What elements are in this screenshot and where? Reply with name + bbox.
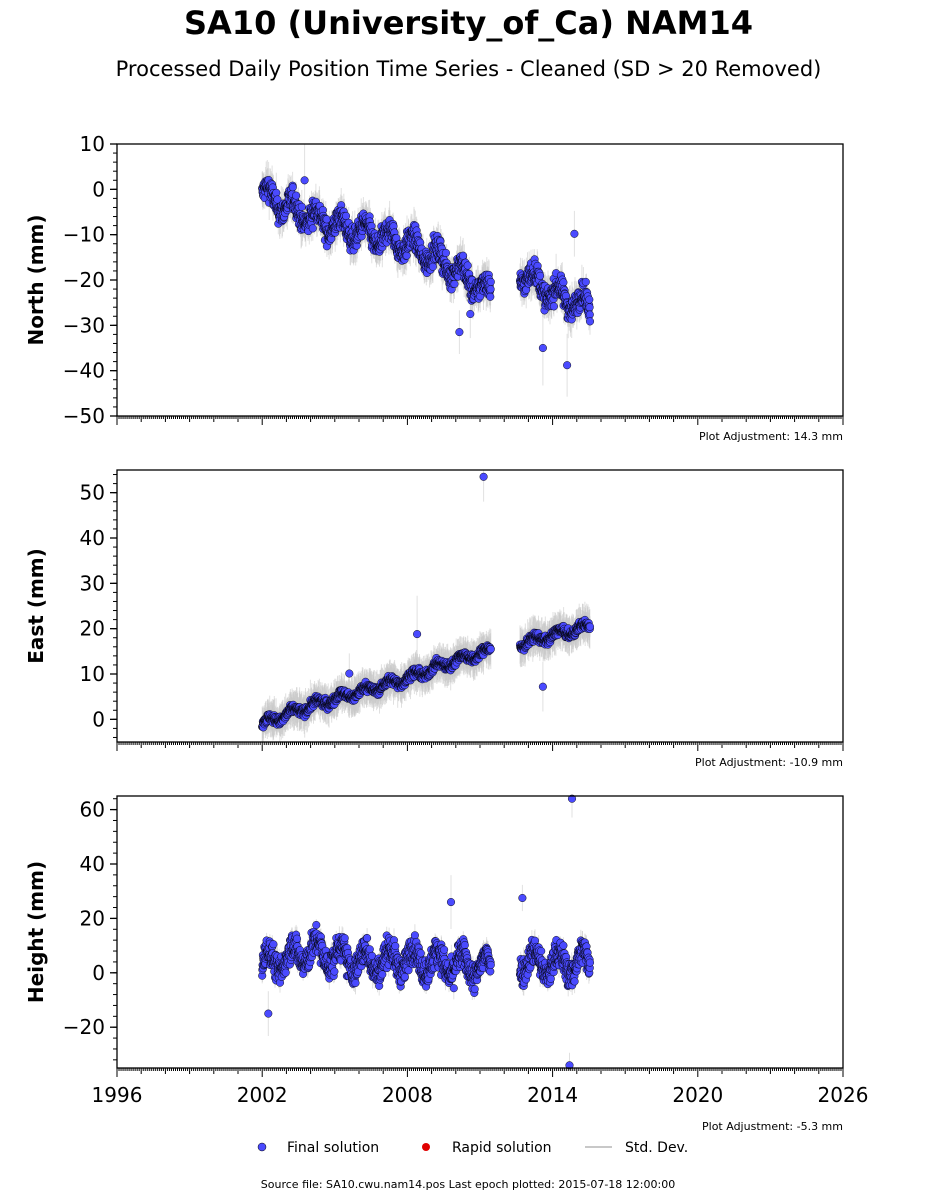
plot-adjustment-note: Plot Adjustment: 14.3 mm (699, 430, 843, 443)
panels-group: 10 0 −10 −20 −30 −40 −50 North (mm) Plot Adjustm… (24, 132, 868, 1133)
y-tick-label: −10 (63, 223, 105, 247)
y-axis-label: North (mm) (24, 214, 48, 345)
data-point (585, 317, 595, 326)
chart-title: SA10 (University_of_Ca) NAM14 (183, 4, 754, 42)
data-point (455, 328, 464, 337)
data-point (549, 302, 558, 311)
data-point (292, 191, 301, 200)
data-point (585, 295, 594, 304)
data-point (463, 261, 472, 270)
data-point (581, 277, 590, 286)
y-tick-label: 10 (80, 132, 105, 156)
y-tick-label: −50 (63, 404, 105, 428)
chart-subtitle: Processed Daily Position Time Series - C… (115, 57, 822, 81)
y-tick-label: −20 (63, 268, 105, 292)
data-point (466, 309, 475, 319)
data-point (341, 211, 351, 220)
data-point (585, 303, 594, 312)
data-point (308, 224, 317, 233)
data-point (297, 202, 306, 211)
data-point (450, 279, 459, 289)
panel-north: 10 0 −10 −20 −30 −40 −50 North (mm) Plot Adjustm… (24, 132, 844, 443)
data-point (585, 310, 594, 319)
data-point (538, 343, 547, 353)
data-point (272, 188, 281, 197)
y-tick-label: −40 (63, 359, 105, 383)
data-point (486, 277, 495, 286)
data-point (402, 251, 411, 260)
data-point (486, 292, 495, 301)
data-point (570, 229, 579, 238)
y-tick-label: −30 (63, 313, 105, 337)
data-point (536, 271, 545, 280)
data-point (273, 195, 282, 204)
data-point (563, 361, 572, 370)
data-point (486, 285, 495, 294)
data-point (288, 183, 297, 192)
data-point (300, 176, 309, 185)
y-tick-label: 0 (92, 177, 105, 201)
data-point (428, 262, 437, 271)
data-points (258, 175, 595, 370)
data-point (441, 248, 450, 257)
data-point (459, 251, 468, 260)
